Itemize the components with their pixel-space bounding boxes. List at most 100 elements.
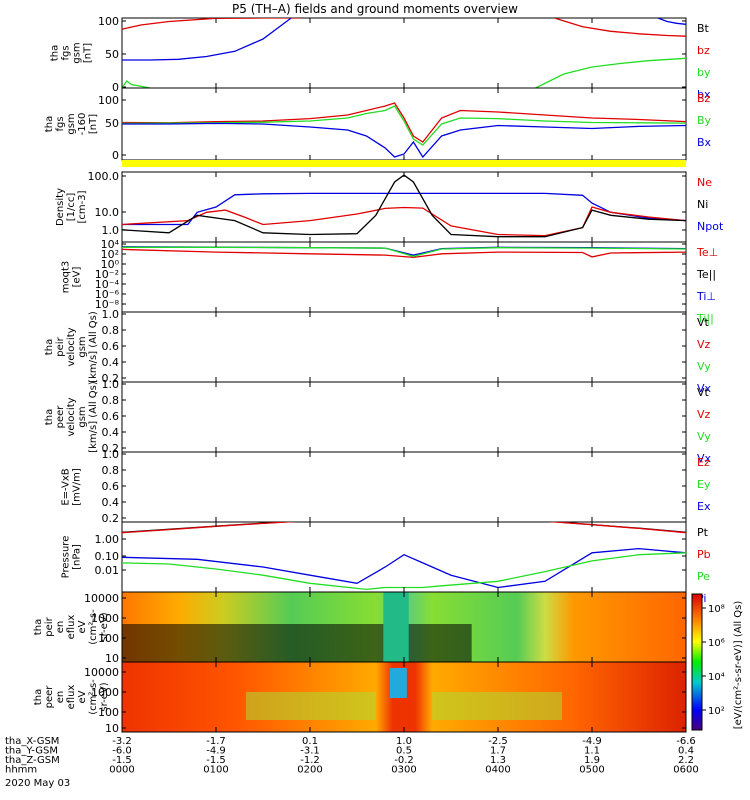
ylabel-line: peir xyxy=(44,616,55,636)
ytick-label: 1.00 xyxy=(95,533,120,546)
series-Bz xyxy=(122,102,686,143)
xtick-label: -4.9 xyxy=(206,746,226,757)
series-Bx xyxy=(122,122,686,159)
ytick-label: 0.6 xyxy=(102,410,120,423)
series-Npot xyxy=(122,192,686,226)
ylabel-line: [eV] xyxy=(72,267,83,288)
series-group xyxy=(122,246,686,259)
panel-frame xyxy=(121,451,687,523)
panel-frame xyxy=(121,311,687,383)
series-bz xyxy=(554,18,686,37)
series-bz xyxy=(122,18,301,30)
series-Ne xyxy=(122,206,686,237)
xaxis-row-label: tha_X-GSM xyxy=(5,736,59,747)
ylabel-line: eflux xyxy=(66,615,77,640)
legend-entry: Ne xyxy=(697,176,712,189)
legend-entry: Te|| xyxy=(696,268,716,281)
ytick-label: 100 xyxy=(98,706,119,719)
ytick-label: 10⁻⁴ xyxy=(95,278,120,291)
chart-title: P5 (TH–A) fields and ground moments over… xyxy=(232,2,518,16)
legend-entry: Bt xyxy=(697,22,710,35)
ytick-label: 0 xyxy=(112,81,119,94)
ylabel-line: (cm²-s- xyxy=(88,609,99,645)
series-Te⊥ xyxy=(122,248,686,259)
ytick-label: 10⁻⁶ xyxy=(95,288,120,301)
xtick-label: -6.0 xyxy=(112,746,132,757)
ylabel-line: gsm xyxy=(66,113,77,134)
legend-entry: Ti|| xyxy=(696,312,714,325)
legend-entry: Ex xyxy=(697,500,711,513)
footer-date: 2020 May 03 xyxy=(5,778,70,789)
legend-entry: bz xyxy=(697,44,710,57)
ylabel-line: [km/s] (All Qs) xyxy=(88,311,99,383)
legend-entry: by xyxy=(697,66,711,79)
legend-entry: Pe xyxy=(697,570,710,583)
ytick-label: 0.01 xyxy=(95,564,120,577)
ytick-label: 0.2 xyxy=(102,442,120,455)
spectrogram-center-band xyxy=(389,668,407,698)
ylabel-line: eV xyxy=(77,690,88,703)
xtick-label: -3.2 xyxy=(112,736,132,747)
ylabel-line: peir xyxy=(55,336,66,356)
ylabel-line: fgs xyxy=(55,116,66,131)
ylabel-line: eflux xyxy=(66,685,77,710)
ytick-label: 0.6 xyxy=(102,480,120,493)
legend-entry: Ez xyxy=(697,456,710,469)
xtick-label: 0200 xyxy=(297,765,322,776)
legend-entry: Vz xyxy=(697,408,711,421)
ylabel-line: [nPa] xyxy=(72,544,83,570)
ytick-label: 50 xyxy=(105,117,119,130)
ytick-label: 10² xyxy=(101,248,119,261)
legend-entry: Ti⊥ xyxy=(696,290,716,303)
ytick-label: 10000 xyxy=(84,592,119,605)
ylabel-line: [cm-3] xyxy=(77,190,88,223)
xtick-label: 0000 xyxy=(109,765,134,776)
ytick-label: 100.0 xyxy=(88,170,120,183)
colorbar-tick-label: 10⁸ xyxy=(708,604,725,615)
ytick-label: 10⁻² xyxy=(95,268,119,281)
xtick-label: -1.2 xyxy=(300,755,320,766)
series-By xyxy=(122,105,686,146)
ytick-label: 0.8 xyxy=(102,394,120,407)
ytick-label: 10 xyxy=(105,722,119,735)
ylabel-line: moqt3 xyxy=(61,261,72,294)
ylabel-line: gsm xyxy=(77,336,88,357)
xtick-label: 2.2 xyxy=(678,755,694,766)
ytick-label: 1.0 xyxy=(102,308,120,321)
spectrogram-center-band xyxy=(383,592,409,662)
ylabel-line: peer xyxy=(44,685,55,709)
xtick-label: 0500 xyxy=(579,765,604,776)
xaxis-row-label: tha_Y-GSM xyxy=(5,746,58,757)
xtick-label: -1.5 xyxy=(206,755,226,766)
ylabel-line: -160 xyxy=(77,113,88,136)
ytick-label: 10⁰ xyxy=(101,258,120,271)
ytick-label: 10⁴ xyxy=(101,238,120,251)
series-Pi xyxy=(122,547,686,589)
ylabel-line: en xyxy=(55,691,66,704)
panel-frame xyxy=(121,17,687,89)
ylabel-line: [nT] xyxy=(88,114,99,134)
legend-entry: By xyxy=(697,114,712,127)
ylabel-line: [mV/m] xyxy=(72,468,83,506)
colorbar-tick-label: 10² xyxy=(708,706,725,717)
legend-entry: Vt xyxy=(697,386,710,399)
ylabel-line: velocity xyxy=(66,327,77,366)
panel-8 xyxy=(121,521,687,593)
ytick-label: 10 xyxy=(105,652,119,665)
legend-entry: Vx xyxy=(697,382,712,395)
ylabel-line: en xyxy=(55,621,66,634)
ylabel-line: tha xyxy=(44,116,55,132)
series-group xyxy=(122,522,686,591)
ylabel-line: gsm xyxy=(77,406,88,427)
ytick-label: 0.4 xyxy=(102,356,120,369)
legend-entry: Pb xyxy=(697,548,711,561)
legend-entry: Vx xyxy=(697,452,712,465)
ylabel-line: (cm²-s- xyxy=(88,679,99,715)
ytick-label: 0.8 xyxy=(102,464,120,477)
ytick-label: 100 xyxy=(98,94,119,107)
ylabel-line: eV xyxy=(77,620,88,633)
ylabel-line: tha xyxy=(44,339,55,355)
xtick-label: 0300 xyxy=(391,765,416,776)
xtick-label: 1.7 xyxy=(490,746,506,757)
